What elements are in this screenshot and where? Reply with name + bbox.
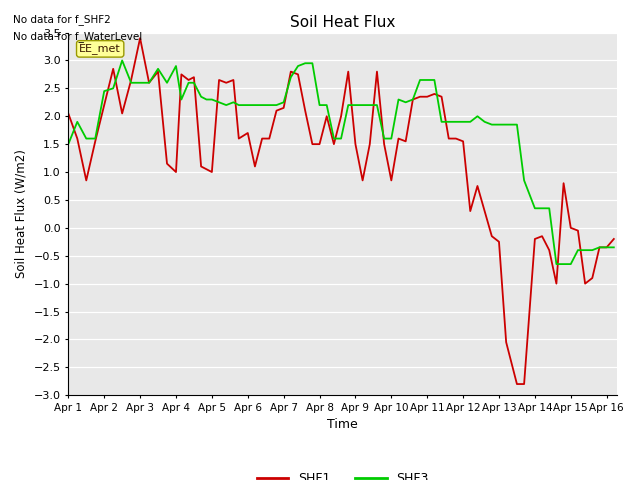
Text: No data for f_SHF2: No data for f_SHF2 (13, 14, 111, 25)
SHF1 (610, 236, 618, 242)
SHF3 (203, 96, 211, 102)
SHF1 (197, 164, 205, 169)
Text: EE_met: EE_met (79, 43, 121, 54)
SHF1 (373, 69, 381, 74)
SHF1 (259, 136, 266, 142)
SHF3 (610, 244, 618, 250)
SHF3 (259, 102, 266, 108)
Legend: SHF1, SHF3: SHF1, SHF3 (252, 468, 434, 480)
SHF3 (118, 58, 126, 63)
SHF3 (574, 247, 582, 253)
SHF1 (513, 381, 521, 387)
SHF1 (65, 110, 72, 116)
Y-axis label: Soil Heat Flux (W/m2): Soil Heat Flux (W/m2) (15, 149, 28, 278)
SHF3 (373, 102, 381, 108)
Text: No data for f_WaterLevel: No data for f_WaterLevel (13, 31, 142, 42)
SHF3 (65, 141, 72, 147)
SHF3 (197, 94, 205, 99)
Title: Soil Heat Flux: Soil Heat Flux (290, 15, 396, 30)
SHF1 (203, 167, 211, 172)
Line: SHF1: SHF1 (68, 38, 614, 384)
X-axis label: Time: Time (328, 419, 358, 432)
Line: SHF3: SHF3 (68, 60, 614, 264)
SHF1 (136, 35, 144, 41)
SHF3 (552, 261, 560, 267)
SHF1 (380, 141, 388, 147)
SHF3 (380, 136, 388, 142)
SHF1 (574, 228, 582, 233)
